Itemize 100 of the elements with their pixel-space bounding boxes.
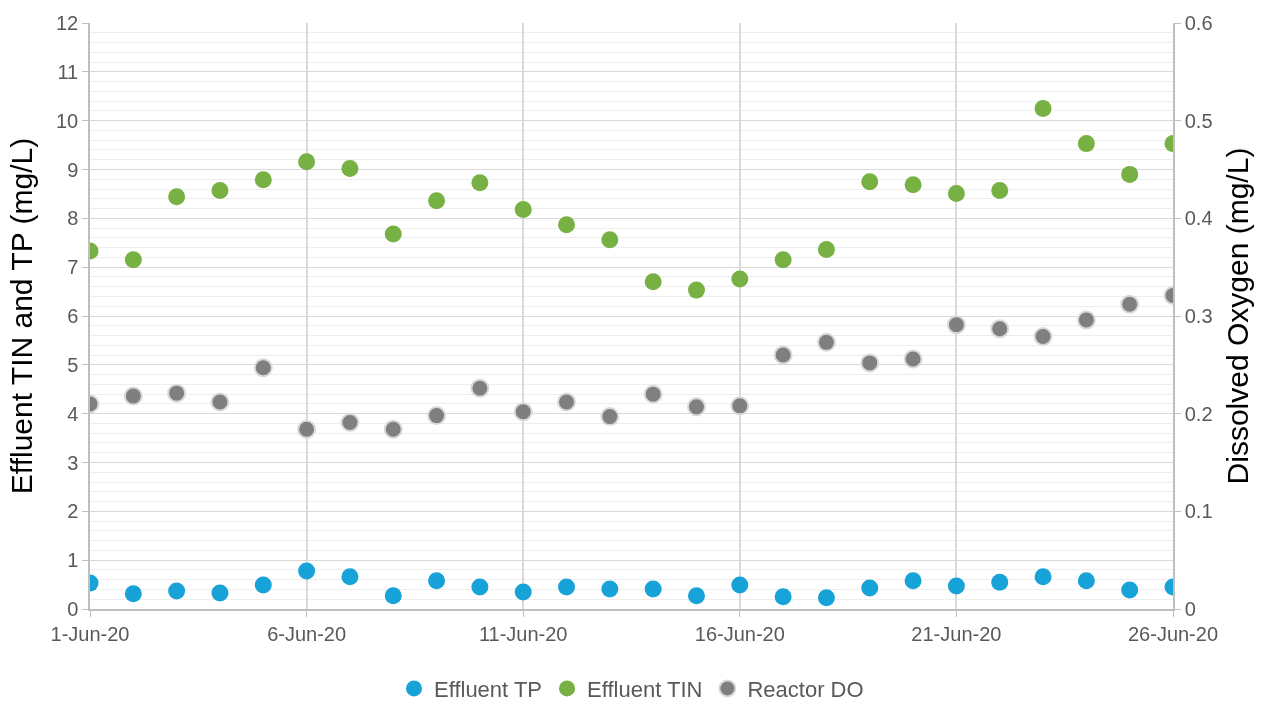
point (384, 225, 402, 243)
point (211, 584, 229, 602)
y-tick-label: 2 (67, 500, 79, 523)
y2-axis-title: Dissolved Oxygen (mg/L) (1220, 147, 1254, 485)
point (1034, 568, 1052, 586)
point (124, 251, 142, 269)
y2-tick-label: 0.2 (1184, 402, 1213, 425)
point (991, 573, 1009, 591)
point (383, 419, 403, 439)
y2-tick-label: 0.4 (1184, 207, 1213, 230)
point (817, 589, 835, 607)
point (643, 384, 663, 404)
y-tick-label: 0 (67, 598, 79, 620)
point (861, 173, 879, 191)
y2-tick-label: 0.1 (1184, 500, 1213, 523)
point (298, 153, 316, 171)
point (298, 562, 316, 580)
point (644, 273, 662, 291)
point (470, 378, 490, 398)
point (991, 182, 1009, 199)
point (427, 406, 447, 426)
point (600, 407, 620, 427)
y-tick-label: 5 (67, 353, 79, 376)
point (254, 576, 272, 594)
point (168, 582, 186, 600)
point (817, 241, 835, 259)
legend-label: Effluent TP (434, 676, 543, 702)
point (774, 588, 792, 606)
y-tick-label: 7 (67, 256, 79, 279)
y-tick-label: 10 (56, 109, 79, 132)
point (514, 201, 532, 219)
point (514, 583, 532, 601)
point (947, 577, 965, 595)
point (168, 188, 186, 206)
y-tick-label: 4 (67, 402, 79, 425)
point (687, 587, 705, 605)
point (341, 160, 359, 178)
x-tick-label: 6-Jun-20 (267, 622, 347, 645)
point (557, 392, 577, 412)
x-tick-label: 21-Jun-20 (911, 622, 1002, 645)
point (601, 580, 619, 598)
point (903, 349, 923, 369)
y-tick-label: 8 (67, 207, 79, 230)
point (1034, 99, 1052, 117)
x-tick-label: 1-Jun-20 (50, 622, 130, 645)
point (1076, 310, 1096, 330)
point (904, 176, 922, 194)
x-tick-label: 26-Jun-20 (1127, 622, 1219, 645)
y-tick-label: 11 (57, 60, 79, 83)
point (167, 383, 187, 403)
point (990, 319, 1010, 339)
point (1121, 165, 1139, 183)
point (210, 392, 230, 412)
point (904, 572, 922, 590)
point (644, 580, 662, 598)
point (558, 578, 576, 596)
point (1077, 135, 1095, 153)
point (428, 192, 446, 210)
point (1033, 327, 1053, 346)
point (211, 182, 229, 199)
point (471, 578, 489, 596)
legend-label: Reactor DO (747, 676, 864, 702)
y2-tick-label: 0.6 (1184, 12, 1213, 34)
point (731, 576, 749, 594)
point (513, 402, 533, 422)
x-tick-label: 11-Jun-20 (478, 622, 568, 645)
x-tick-label: 16-Jun-20 (694, 622, 785, 645)
point (471, 174, 489, 192)
point (947, 184, 965, 202)
y-tick-label: 6 (67, 305, 79, 327)
point (687, 281, 705, 299)
point (731, 270, 749, 288)
y2-tick-label: 0.5 (1184, 109, 1213, 132)
point (123, 386, 143, 406)
y-tick-label: 1 (67, 549, 79, 572)
point (686, 397, 706, 417)
point (340, 412, 360, 432)
point (428, 572, 446, 590)
point (384, 587, 402, 605)
point (1120, 294, 1140, 314)
point (861, 579, 879, 597)
point (1121, 581, 1139, 599)
point (816, 332, 836, 352)
y2-tick-label: 0 (1184, 598, 1196, 620)
y-tick-label: 12 (56, 12, 79, 34)
point (341, 568, 359, 586)
point (730, 396, 750, 416)
point (254, 171, 272, 189)
y-axis-title: Effluent TIN and TP (mg/L) (4, 137, 38, 495)
point (773, 345, 793, 365)
y2-tick-label: 0.3 (1184, 305, 1213, 327)
point (253, 358, 273, 378)
point (860, 353, 880, 373)
point (297, 419, 317, 439)
point (558, 216, 576, 234)
point (1077, 572, 1095, 590)
y-tick-label: 3 (67, 451, 79, 474)
point (124, 585, 142, 603)
legend-label: Effluent TIN (587, 676, 703, 702)
point (946, 315, 966, 335)
